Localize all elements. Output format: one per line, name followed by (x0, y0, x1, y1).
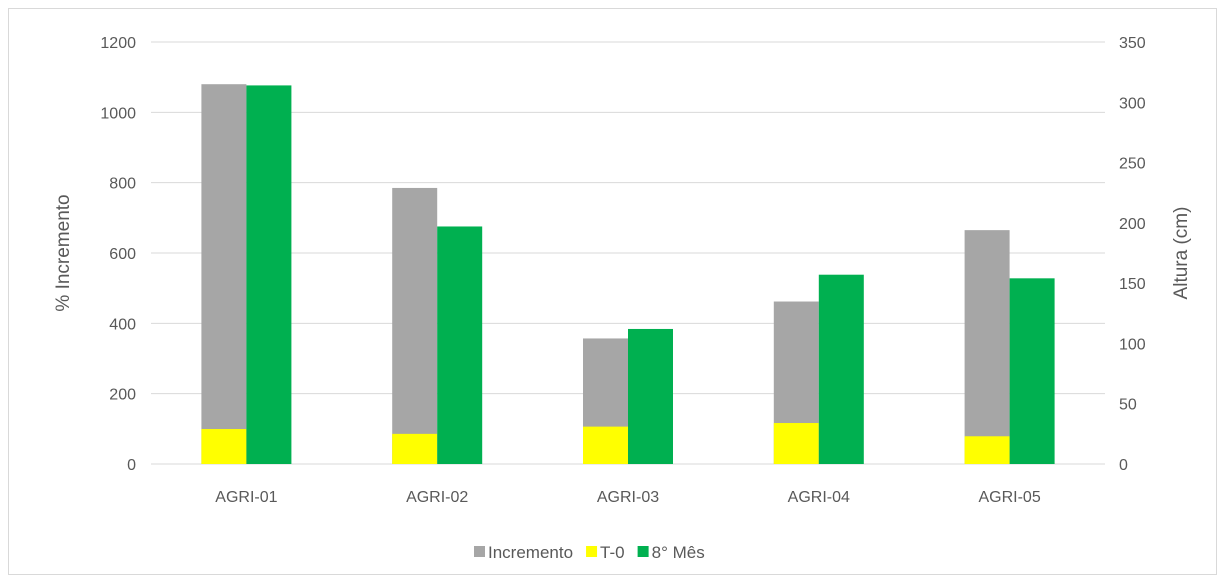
bar-t0 (583, 426, 628, 464)
left-tick-label: 1200 (100, 35, 136, 52)
left-axis-title: % Incremento (53, 194, 74, 311)
x-tick-label: AGRI-01 (215, 489, 277, 506)
bar-8-mes (246, 85, 292, 465)
legend: Incremento T-0 8° Mês (474, 543, 705, 562)
left-tick-label: 400 (109, 316, 136, 333)
bar-t0 (392, 433, 438, 464)
bar-incremento (201, 84, 247, 464)
bar-t0 (201, 429, 247, 464)
bar-8-mes (1009, 278, 1055, 464)
left-tick-label: 0 (127, 457, 136, 474)
bar-t0 (773, 423, 819, 464)
legend-swatch (586, 546, 598, 557)
right-axis-title: Altura (cm) (1171, 207, 1192, 300)
gridlines (151, 41, 1105, 465)
x-tick-label: AGRI-04 (788, 489, 850, 506)
x-tick-label: AGRI-05 (978, 489, 1040, 506)
right-tick-label: 350 (1119, 35, 1146, 52)
bar-chart: 0 200 400 600 800 1000 1200 0 50 100 150 200 250 300… (53, 35, 1192, 562)
right-tick-label: 200 (1119, 216, 1146, 233)
legend-swatch (474, 546, 485, 557)
right-tick-label: 50 (1119, 397, 1137, 414)
right-tick-label: 0 (1119, 457, 1128, 474)
bar-8-mes (818, 274, 864, 464)
right-tick-label: 300 (1119, 95, 1146, 112)
bar-8-mes (437, 226, 483, 464)
legend-label: T-0 (600, 543, 625, 562)
right-tick-label: 100 (1119, 336, 1146, 353)
right-tick-label: 150 (1119, 276, 1146, 293)
left-tick-label: 800 (109, 176, 136, 193)
legend-label: Incremento (488, 543, 573, 562)
bar-incremento (964, 230, 1010, 464)
left-tick-label: 1000 (100, 105, 136, 122)
right-axis-ticks: 0 50 100 150 200 250 300 350 (1119, 35, 1146, 474)
bars (201, 84, 1055, 465)
bar-8-mes (628, 328, 673, 464)
legend-label: 8° Mês (652, 543, 705, 562)
x-tick-label: AGRI-02 (406, 489, 468, 506)
chart-frame: 0 200 400 600 800 1000 1200 0 50 100 150 200 250 300… (8, 8, 1217, 575)
right-tick-label: 250 (1119, 156, 1146, 173)
left-tick-label: 200 (109, 387, 136, 404)
x-tick-label: AGRI-03 (597, 489, 659, 506)
left-axis-ticks: 0 200 400 600 800 1000 1200 (100, 35, 136, 474)
bar-incremento (392, 187, 438, 465)
left-tick-label: 600 (109, 246, 136, 263)
bar-t0 (964, 436, 1010, 464)
x-axis-ticks: AGRI-01 AGRI-02 AGRI-03 AGRI-04 AGRI-05 (215, 489, 1041, 506)
legend-swatch (637, 546, 649, 557)
